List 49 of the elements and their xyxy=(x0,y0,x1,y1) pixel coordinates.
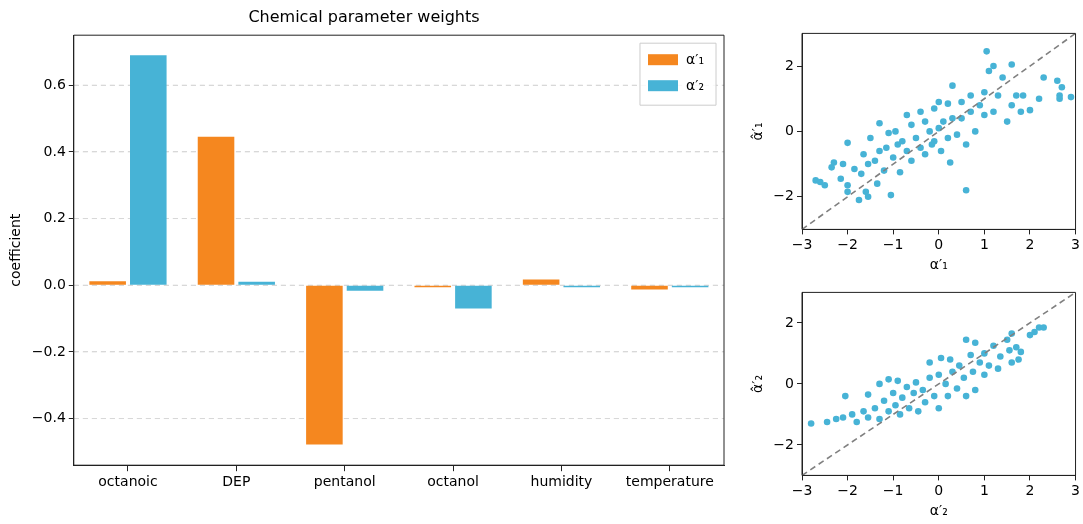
x-tick-label: −3 xyxy=(791,236,813,253)
y-tick-label: −2 xyxy=(773,187,794,204)
y-axis-title: coefficient xyxy=(7,213,24,287)
x-tick-label: 0 xyxy=(934,236,944,253)
y-tick-label: 0 xyxy=(785,122,794,139)
x-tick-label: −1 xyxy=(882,482,904,499)
bar xyxy=(238,281,275,285)
x-tick-label: octanol xyxy=(427,473,479,490)
y-tick-label: 2 xyxy=(785,313,794,330)
bar xyxy=(197,136,235,285)
x-tick-label: −3 xyxy=(791,482,813,499)
y-tick-label: −0.2 xyxy=(31,342,66,359)
x-axis-title: α′₂ xyxy=(929,502,948,519)
bar xyxy=(306,285,343,445)
x-axis-title: α′₁ xyxy=(929,256,948,273)
bar xyxy=(455,285,492,309)
y-tick-label: 0.0 xyxy=(43,275,66,292)
x-tick-label: −2 xyxy=(837,482,858,499)
y-tick-label: 0.2 xyxy=(43,209,66,226)
x-tick-label: temperature xyxy=(625,473,714,490)
chart-title: Chemical parameter weights xyxy=(248,6,480,26)
x-tick-label: −1 xyxy=(882,236,904,253)
x-tick-label: 2 xyxy=(1025,236,1035,253)
y-axis-title: α̂′₂ xyxy=(749,374,766,393)
y-tick-label: 0.6 xyxy=(43,75,66,92)
y-tick-label: 0 xyxy=(785,374,794,391)
bar xyxy=(522,279,560,285)
x-tick-label: 0 xyxy=(934,482,944,499)
y-tick-label: 2 xyxy=(785,56,794,73)
x-tick-label: 2 xyxy=(1025,482,1035,499)
legend-label: α′₂ xyxy=(685,76,705,93)
y-tick-label: −0.4 xyxy=(31,409,66,426)
x-tick-label: humidity xyxy=(530,473,593,490)
bar xyxy=(346,285,384,291)
x-tick-label: 3 xyxy=(1071,236,1081,253)
y-tick-label: −2 xyxy=(773,435,794,452)
bar xyxy=(130,55,167,285)
y-tick-label: 0.4 xyxy=(43,142,66,159)
x-tick-label: −2 xyxy=(837,236,858,253)
bar xyxy=(89,281,126,285)
x-tick-label: 1 xyxy=(979,482,989,499)
bar xyxy=(631,285,668,290)
y-axis-title: α̂′₁ xyxy=(749,122,766,141)
x-tick-label: 1 xyxy=(979,236,989,253)
x-tick-label: 3 xyxy=(1071,482,1081,499)
x-tick-label: octanoic xyxy=(98,473,158,490)
x-tick-label: pentanol xyxy=(313,473,376,490)
x-tick-label: DEP xyxy=(222,473,251,490)
legend-label: α′₁ xyxy=(685,50,705,67)
